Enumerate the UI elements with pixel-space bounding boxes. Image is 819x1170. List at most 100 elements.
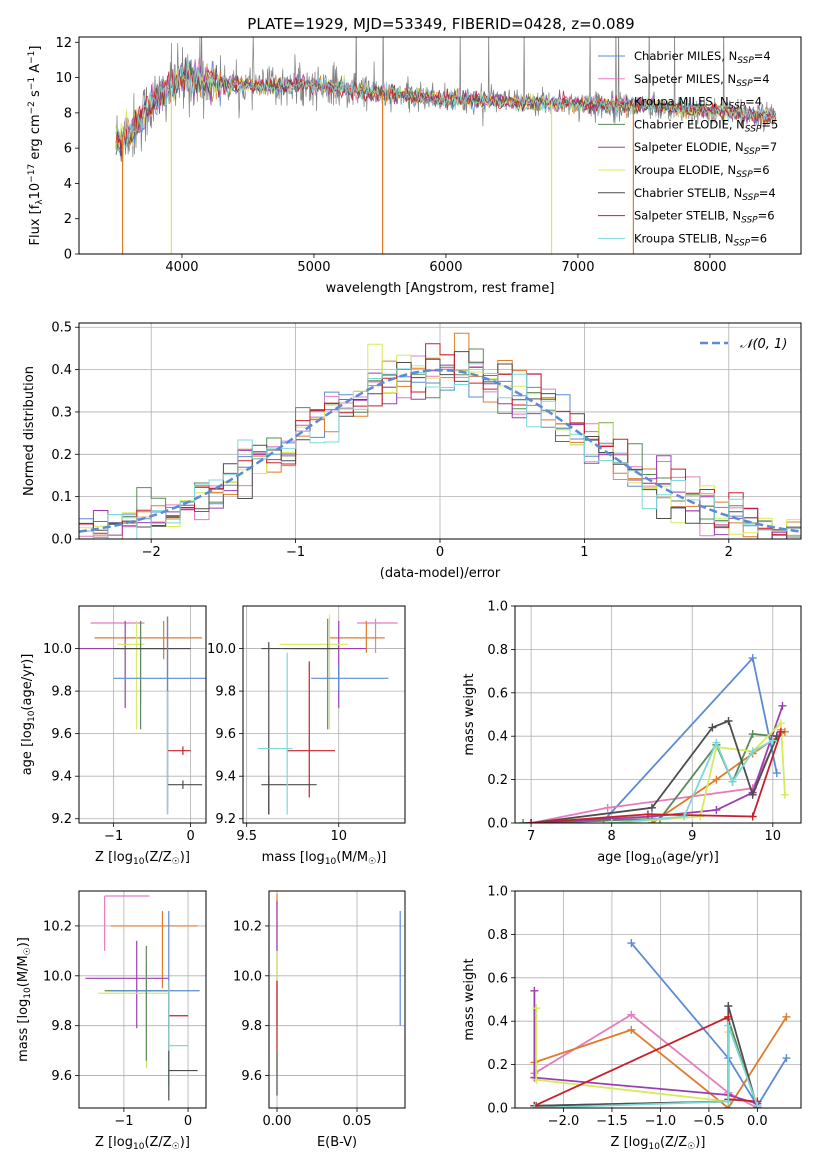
histogram-7 bbox=[79, 343, 801, 535]
x-tick-label: 2 bbox=[725, 545, 733, 560]
weight-series-0 bbox=[630, 942, 788, 1108]
model-spectrum-7 bbox=[115, 68, 777, 150]
weight-marker bbox=[724, 1002, 733, 1011]
weight-marker bbox=[708, 723, 717, 732]
legend-label: 𝒩(0, 1) bbox=[740, 337, 787, 352]
x-tick-label: −1.5 bbox=[596, 1114, 628, 1129]
x-tick-label: 0.05 bbox=[343, 1114, 372, 1129]
histogram-8 bbox=[79, 363, 801, 539]
weight-series-5 bbox=[611, 721, 786, 823]
x-tick-label: −1.0 bbox=[645, 1114, 677, 1129]
panel-mass-weight-vs-age: 7 8 9 10 0.0 0.2 0.4 0.6 0.8 1.0 age [log10(age/yr… bbox=[462, 600, 802, 867]
weight-marker bbox=[712, 775, 721, 784]
y-tick-label: 9.6 bbox=[51, 727, 72, 742]
y-axis-label: age [log10(age/yr)] bbox=[20, 654, 37, 776]
weight-marker bbox=[753, 1101, 762, 1108]
weight-marker bbox=[627, 1025, 636, 1034]
weight-marker bbox=[530, 1104, 539, 1108]
y-tick-label: 0.2 bbox=[51, 448, 72, 463]
x-tick-label: −1 bbox=[286, 545, 305, 560]
weight-marker bbox=[680, 812, 689, 821]
y-tick-label: 9.4 bbox=[215, 770, 236, 785]
legend: 𝒩(0, 1) bbox=[700, 337, 787, 352]
plot-area bbox=[519, 654, 789, 823]
legend-label: Chabrier MILES, NSSP=4 bbox=[634, 49, 771, 66]
plot-area bbox=[276, 893, 401, 1096]
weight-marker bbox=[627, 939, 636, 948]
panel-residual-histogram: −2 −1 0 1 2 0.0 0.1 0.2 0.3 0.4 0.5 (data-model)/er… bbox=[22, 321, 802, 581]
y-tick-label: 0.3 bbox=[51, 405, 72, 420]
x-axis-label: Z [log10(Z/Z☉)] bbox=[95, 1135, 190, 1152]
weight-marker bbox=[712, 738, 721, 747]
legend-label: Chabrier ELODIE, NSSP=5 bbox=[634, 117, 778, 134]
weight-marker bbox=[724, 1097, 733, 1106]
weight-marker bbox=[778, 701, 787, 710]
y-axis-label: mass weight bbox=[462, 958, 477, 1040]
weight-marker bbox=[627, 1010, 636, 1019]
weight-marker bbox=[643, 810, 652, 819]
weight-marker bbox=[748, 812, 757, 821]
y-tick-label: 2 bbox=[64, 212, 72, 227]
legend-label: Kroupa STELIB, NSSP=6 bbox=[634, 231, 767, 248]
weight-marker bbox=[776, 719, 785, 728]
axes-frame bbox=[242, 605, 406, 824]
y-tick-label: 0.4 bbox=[51, 363, 72, 378]
x-axis-label: age [log10(age/yr)] bbox=[597, 850, 719, 867]
axes-frame bbox=[78, 36, 802, 255]
y-tick-label: 9.2 bbox=[51, 812, 72, 827]
weight-marker bbox=[696, 812, 705, 821]
weight-marker bbox=[748, 790, 757, 799]
y-axis-label: Normed distribution bbox=[22, 366, 37, 496]
x-axis-label: Z [log10(Z/Z☉)] bbox=[611, 1135, 706, 1152]
y-tick-label: 0.1 bbox=[51, 490, 72, 505]
x-tick-label: −1 bbox=[104, 829, 123, 844]
y-tick-label: 1.0 bbox=[487, 600, 508, 615]
y-tick-label: 0.2 bbox=[487, 773, 508, 788]
y-tick-label: 0.2 bbox=[487, 1058, 508, 1073]
weight-marker bbox=[748, 654, 757, 663]
y-axis-label: Flux [fλ10−17 erg cm−2 s−1 A−1] bbox=[27, 46, 45, 246]
y-tick-label: 0.8 bbox=[487, 643, 508, 658]
y-tick-label: 10.0 bbox=[207, 642, 236, 657]
plot-area bbox=[85, 895, 200, 1101]
y-tick-label: 0.4 bbox=[487, 1015, 508, 1030]
weight-marker bbox=[768, 736, 777, 745]
weight-series-2 bbox=[534, 1016, 788, 1108]
panel-mass-weight-vs-Z: −2.0 −1.5 −1.0 −0.5 0.0 0.0 0.2 0.4 0.6 0.8 1.0 Z [… bbox=[462, 885, 802, 1152]
plot-area bbox=[79, 332, 801, 539]
x-axis-label: wavelength [Angstrom, rest frame] bbox=[326, 281, 555, 296]
weight-marker bbox=[728, 777, 737, 786]
y-tick-label: 0.6 bbox=[487, 971, 508, 986]
axes-frame bbox=[268, 890, 406, 1109]
x-tick-label: 0.00 bbox=[263, 1114, 292, 1129]
y-tick-label: 0.0 bbox=[487, 1102, 508, 1117]
weight-marker bbox=[776, 727, 785, 736]
x-tick-label: −0.5 bbox=[693, 1114, 725, 1129]
axes-frame bbox=[514, 890, 802, 1109]
y-tick-label: 0.6 bbox=[487, 686, 508, 701]
y-tick-label: 12 bbox=[55, 36, 72, 51]
x-tick-label: 9 bbox=[688, 829, 696, 844]
weight-marker bbox=[724, 1012, 733, 1021]
y-tick-label: 9.6 bbox=[215, 727, 236, 742]
y-tick-label: 0.5 bbox=[51, 321, 72, 336]
panel-age-vs-Z: −1 0 9.2 9.4 9.6 9.8 10.0 Z [log10(Z/Z☉)] age [l… bbox=[20, 605, 207, 867]
weight-marker bbox=[712, 805, 721, 814]
weight-marker bbox=[532, 1004, 541, 1013]
x-tick-label: 4000 bbox=[165, 260, 198, 275]
legend-label: Salpeter MILES, NSSP=4 bbox=[634, 72, 770, 89]
y-tick-label: 10.0 bbox=[43, 969, 72, 984]
weight-marker bbox=[780, 790, 789, 799]
legend-label: Kroupa MILES, NSSP=4 bbox=[634, 95, 762, 112]
weight-marker bbox=[530, 986, 539, 995]
y-tick-label: 9.6 bbox=[241, 1069, 262, 1084]
plot-area bbox=[257, 614, 398, 815]
x-tick-label: 1 bbox=[580, 545, 588, 560]
legend-label: Salpeter STELIB, NSSP=6 bbox=[634, 209, 775, 226]
legend-label: Salpeter ELODIE, NSSP=7 bbox=[634, 140, 777, 157]
y-tick-label: 9.8 bbox=[215, 685, 236, 700]
histogram-3 bbox=[79, 348, 801, 539]
x-tick-label: 6000 bbox=[429, 260, 462, 275]
weight-marker bbox=[519, 819, 528, 823]
